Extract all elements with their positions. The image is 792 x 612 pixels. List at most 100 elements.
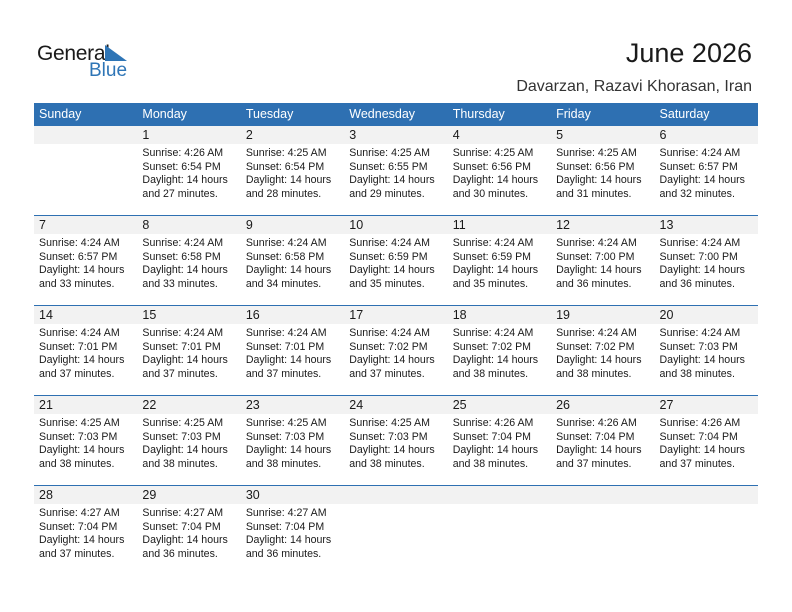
day-cell: 20 Sunrise: 4:24 AM Sunset: 7:03 PM Dayligh… [655, 306, 758, 396]
sunset-text: Sunset: 6:57 PM [659, 160, 738, 173]
day-cell: 11 Sunrise: 4:24 AM Sunset: 6:59 PM Dayligh… [448, 216, 551, 306]
weekday-monday: Monday [142, 107, 187, 121]
daylight-text: Daylight: 14 hours [142, 174, 228, 186]
sunrise-text: Sunrise: 4:24 AM [142, 327, 224, 339]
empty-cell [551, 486, 654, 576]
sunset-text: Sunset: 6:58 PM [142, 250, 221, 263]
sunrise-text: Sunrise: 4:24 AM [556, 327, 637, 339]
daylight-text: Daylight: 14 hours [556, 264, 642, 276]
daylight-text: Daylight: 14 hours [659, 264, 745, 276]
sunrise-text: Sunrise: 4:27 AM [39, 507, 120, 519]
daylight-text: Daylight: 14 hours [452, 444, 539, 456]
sunrise-text: Sunrise: 4:25 AM [245, 147, 327, 159]
weekday-sunday: Sunday [39, 107, 82, 121]
day-number-band [34, 126, 758, 144]
day-cell: 5 Sunrise: 4:25 AM Sunset: 6:56 PM Daylight… [551, 126, 654, 216]
daylight-text: Daylight: 14 hours [349, 354, 435, 366]
sunrise-text: Sunrise: 4:24 AM [39, 237, 120, 249]
day-cell: 3 Sunrise: 4:25 AM Sunset: 6:55 PM Daylight… [344, 126, 447, 216]
daylight-text: Daylight: 14 hours [452, 264, 539, 276]
weekday-header: Sunday Monday Tuesday Wednesday Thursday Frid… [34, 103, 758, 126]
daylight-minutes-text: and 37 minutes. [142, 367, 218, 380]
day-cell: 6 Sunrise: 4:24 AM Sunset: 6:57 PM Daylight… [655, 126, 758, 216]
sunrise-text: Sunrise: 4:24 AM [659, 327, 741, 339]
sunset-text: Sunset: 7:02 PM [349, 340, 428, 353]
sunrise-text: Sunrise: 4:25 AM [142, 417, 224, 429]
day-number-band [34, 486, 758, 504]
weekday-wednesday: Wednesday [349, 107, 416, 121]
sunset-text: Sunset: 7:03 PM [349, 430, 428, 443]
sunset-text: Sunset: 7:04 PM [452, 430, 532, 443]
daylight-text: Daylight: 14 hours [659, 174, 745, 186]
day-number: 15 [142, 308, 157, 322]
daylight-text: Daylight: 14 hours [142, 354, 228, 366]
sunset-text: Sunset: 6:59 PM [452, 250, 532, 263]
daylight-text: Daylight: 14 hours [142, 444, 228, 456]
day-cell: 2 Sunrise: 4:25 AM Sunset: 6:54 PM Daylight… [241, 126, 344, 216]
sunset-text: Sunset: 7:04 PM [659, 430, 738, 443]
daylight-text: Daylight: 14 hours [245, 174, 332, 186]
daylight-text: Daylight: 14 hours [452, 174, 539, 186]
sunset-text: Sunset: 6:54 PM [142, 160, 221, 173]
sunrise-text: Sunrise: 4:26 AM [452, 417, 534, 429]
day-number-band [34, 396, 758, 414]
day-number: 4 [452, 128, 460, 142]
daylight-text: Daylight: 14 hours [556, 444, 642, 456]
day-number: 30 [245, 488, 260, 502]
daylight-minutes-text: and 35 minutes. [452, 277, 529, 290]
sunset-text: Sunset: 7:01 PM [142, 340, 221, 353]
daylight-text: Daylight: 14 hours [349, 444, 435, 456]
daylight-text: Daylight: 14 hours [556, 174, 642, 186]
sunset-text: Sunset: 6:55 PM [349, 160, 428, 173]
sunrise-text: Sunrise: 4:25 AM [452, 147, 534, 159]
sunrise-text: Sunrise: 4:26 AM [659, 417, 741, 429]
daylight-minutes-text: and 27 minutes. [142, 187, 218, 200]
sunset-text: Sunset: 7:04 PM [39, 520, 118, 533]
day-cell: 18 Sunrise: 4:24 AM Sunset: 7:02 PM Dayligh… [448, 306, 551, 396]
weekday-tuesday: Tuesday [245, 107, 294, 121]
day-number: 29 [142, 488, 157, 502]
day-cell: 27 Sunrise: 4:26 AM Sunset: 7:04 PM Dayligh… [655, 396, 758, 486]
sunrise-text: Sunrise: 4:24 AM [349, 237, 430, 249]
daylight-minutes-text: and 28 minutes. [245, 187, 322, 200]
empty-cell [34, 126, 137, 216]
daylight-text: Daylight: 14 hours [556, 354, 642, 366]
sunrise-text: Sunrise: 4:25 AM [349, 417, 430, 429]
day-cell: 15 Sunrise: 4:24 AM Sunset: 7:01 PM Dayligh… [137, 306, 240, 396]
day-cell: 9 Sunrise: 4:24 AM Sunset: 6:58 PM Daylight… [241, 216, 344, 306]
sunset-text: Sunset: 7:04 PM [142, 520, 221, 533]
day-number: 28 [39, 488, 53, 502]
weekday-friday: Friday [556, 107, 591, 121]
daylight-text: Daylight: 14 hours [39, 444, 125, 456]
daylight-text: Daylight: 14 hours [452, 354, 539, 366]
daylight-minutes-text: and 33 minutes. [39, 277, 115, 290]
day-number: 22 [142, 398, 157, 412]
sunset-text: Sunset: 7:04 PM [556, 430, 635, 443]
day-cell: 1 Sunrise: 4:26 AM Sunset: 6:54 PM Daylight… [137, 126, 240, 216]
day-cell: 16 Sunrise: 4:24 AM Sunset: 7:01 PM Dayligh… [241, 306, 344, 396]
day-cell: 17 Sunrise: 4:24 AM Sunset: 7:02 PM Dayligh… [344, 306, 447, 396]
day-cell: 21 Sunrise: 4:25 AM Sunset: 7:03 PM Dayligh… [34, 396, 137, 486]
sunset-text: Sunset: 7:01 PM [39, 340, 118, 353]
daylight-minutes-text: and 37 minutes. [349, 367, 425, 380]
daylight-text: Daylight: 14 hours [142, 534, 228, 546]
sunrise-text: Sunrise: 4:24 AM [659, 237, 741, 249]
day-number: 2 [245, 128, 253, 142]
daylight-minutes-text: and 38 minutes. [245, 457, 322, 470]
day-number: 27 [659, 398, 674, 412]
sunset-text: Sunset: 7:04 PM [245, 520, 325, 533]
week-row: 28 Sunrise: 4:27 AM Sunset: 7:04 PM Dayligh… [34, 485, 758, 576]
daylight-minutes-text: and 38 minutes. [142, 457, 218, 470]
daylight-minutes-text: and 37 minutes. [39, 547, 115, 560]
day-cell: 13 Sunrise: 4:24 AM Sunset: 7:00 PM Dayligh… [655, 216, 758, 306]
week-row: 14 Sunrise: 4:24 AM Sunset: 7:01 PM Dayligh… [34, 305, 758, 396]
sunrise-text: Sunrise: 4:24 AM [39, 327, 120, 339]
sunrise-text: Sunrise: 4:24 AM [556, 237, 637, 249]
sunset-text: Sunset: 6:58 PM [245, 250, 325, 263]
sunset-text: Sunset: 7:03 PM [659, 340, 738, 353]
day-cell: 7 Sunrise: 4:24 AM Sunset: 6:57 PM Daylight… [34, 216, 137, 306]
weekday-saturday: Saturday [659, 107, 710, 121]
sunrise-text: Sunrise: 4:24 AM [659, 147, 741, 159]
day-cell: 29 Sunrise: 4:27 AM Sunset: 7:04 PM Dayligh… [137, 486, 240, 576]
day-number: 23 [245, 398, 260, 412]
